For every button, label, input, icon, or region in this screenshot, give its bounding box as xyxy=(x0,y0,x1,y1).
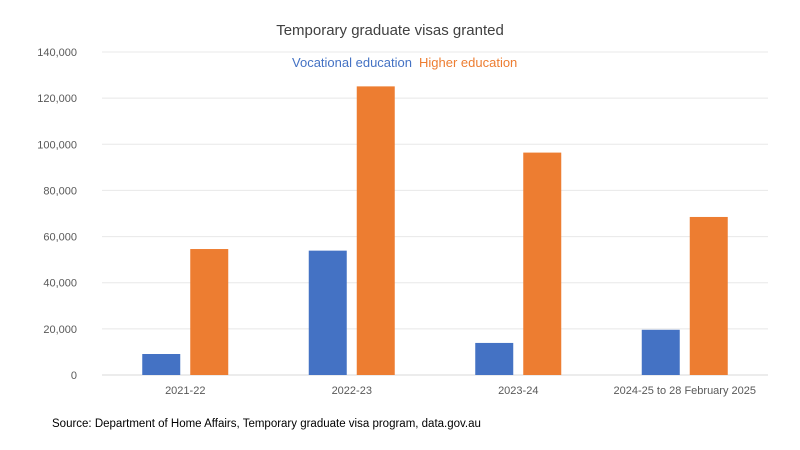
bar-higher-1 xyxy=(356,86,395,375)
y-tick-label: 60,000 xyxy=(43,232,77,244)
source-note: Source: Department of Home Affairs, Temp… xyxy=(52,418,481,430)
y-tick-label: 140,000 xyxy=(37,47,77,59)
bar-higher-3 xyxy=(689,216,728,375)
bar-vocational-0 xyxy=(142,354,181,375)
chart-title: Temporary graduate visas granted xyxy=(276,22,504,39)
y-tick-label: 40,000 xyxy=(43,278,77,290)
y-tick-label: 0 xyxy=(71,370,77,382)
bar-vocational-3 xyxy=(641,329,680,375)
x-axis-ticks: 2021-22 2022-23 2023-24 2024-25 to 28 Febru… xyxy=(165,385,756,397)
x-tick-label: 2024-25 to 28 February 2025 xyxy=(614,385,757,397)
x-tick-label: 2023-24 xyxy=(498,385,538,397)
y-tick-label: 80,000 xyxy=(43,185,77,197)
bar-higher-2 xyxy=(523,152,562,375)
legend-vocational-education: Vocational education xyxy=(292,55,412,70)
y-tick-label: 100,000 xyxy=(37,139,77,151)
bar-vocational-2 xyxy=(475,342,514,375)
x-tick-label: 2021-22 xyxy=(165,385,205,397)
y-axis-ticks: 0 20,000 40,000 60,000 80,000 100,000 120,000 1… xyxy=(37,47,77,382)
y-tick-label: 120,000 xyxy=(37,93,77,105)
bar-vocational-1 xyxy=(308,250,347,375)
bars xyxy=(142,86,728,375)
bar-higher-0 xyxy=(190,249,229,375)
y-tick-label: 20,000 xyxy=(43,324,77,336)
x-tick-label: 2022-23 xyxy=(332,385,372,397)
legend-higher-education: Higher education xyxy=(419,55,517,70)
